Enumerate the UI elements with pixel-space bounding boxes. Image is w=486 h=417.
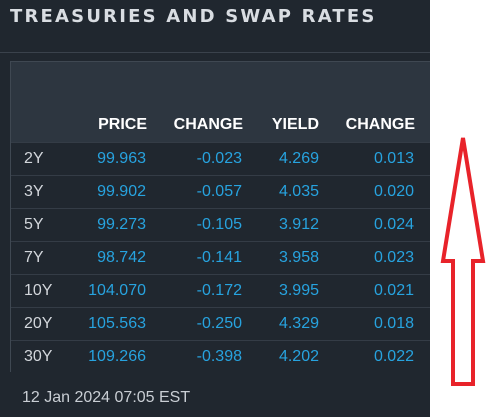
price-value: 99.963 [97,150,146,167]
price-value: 98.742 [97,249,146,266]
yield-change-value: 0.022 [373,348,414,365]
price-value: 104.070 [88,282,146,299]
table-row[interactable]: 30Y 109.266 -0.398 4.202 0.022 [11,340,430,373]
table-row[interactable]: 20Y 105.563 -0.250 4.329 0.018 [11,307,430,340]
column-header-price[interactable]: PRICE [98,116,147,133]
tenor-label: 20Y [24,315,53,332]
panel-title: TREASURIES AND SWAP RATES [10,6,377,27]
table-row[interactable]: 10Y 104.070 -0.172 3.995 0.021 [11,274,430,307]
title-divider [0,52,430,53]
column-header-yield[interactable]: YIELD [271,116,319,133]
price-change-value: -0.250 [196,315,242,332]
price-value: 99.273 [97,216,146,233]
price-value: 105.563 [88,315,146,332]
yield-change-value: 0.018 [373,315,414,332]
tenor-label: 5Y [24,216,44,233]
treasuries-panel: TREASURIES AND SWAP RATES PRICE CHANGE Y… [0,0,430,417]
tenor-label: 7Y [24,249,44,266]
table-row[interactable]: 3Y 99.902 -0.057 4.035 0.020 [11,175,430,208]
yield-value: 4.202 [278,348,319,365]
price-change-value: -0.023 [196,150,242,167]
table-row[interactable]: 7Y 98.742 -0.141 3.958 0.023 [11,241,430,274]
table-row[interactable]: 5Y 99.273 -0.105 3.912 0.024 [11,208,430,241]
yield-change-value: 0.021 [373,282,414,299]
price-change-value: -0.105 [196,216,242,233]
yield-value: 4.329 [278,315,319,332]
price-change-value: -0.398 [196,348,242,365]
column-header-yield-change[interactable]: CHANGE [345,116,415,133]
yield-value: 3.958 [278,249,319,266]
table-row[interactable]: 2Y 99.963 -0.023 4.269 0.013 [11,142,430,175]
yield-value: 4.035 [278,183,319,200]
column-header-price-change[interactable]: CHANGE [173,116,243,133]
yield-value: 4.269 [278,150,319,167]
tenor-label: 30Y [24,348,53,365]
yield-change-value: 0.013 [373,150,414,167]
yield-change-value: 0.023 [373,249,414,266]
yield-change-value: 0.020 [373,183,414,200]
price-change-value: -0.172 [196,282,242,299]
last-updated-timestamp: 12 Jan 2024 07:05 EST [22,389,191,406]
price-change-value: -0.141 [196,249,242,266]
yield-change-value: 0.024 [373,216,414,233]
rates-table: PRICE CHANGE YIELD CHANGE 2Y 99.963 -0.0… [10,61,430,372]
up-arrow-icon [440,137,486,386]
tenor-label: 3Y [24,183,44,200]
tenor-label: 10Y [24,282,53,299]
yield-value: 3.995 [278,282,319,299]
tenor-label: 2Y [24,150,44,167]
table-header: PRICE CHANGE YIELD CHANGE [11,61,430,142]
price-value: 99.902 [97,183,146,200]
price-value: 109.266 [88,348,146,365]
yield-value: 3.912 [278,216,319,233]
price-change-value: -0.057 [196,183,242,200]
